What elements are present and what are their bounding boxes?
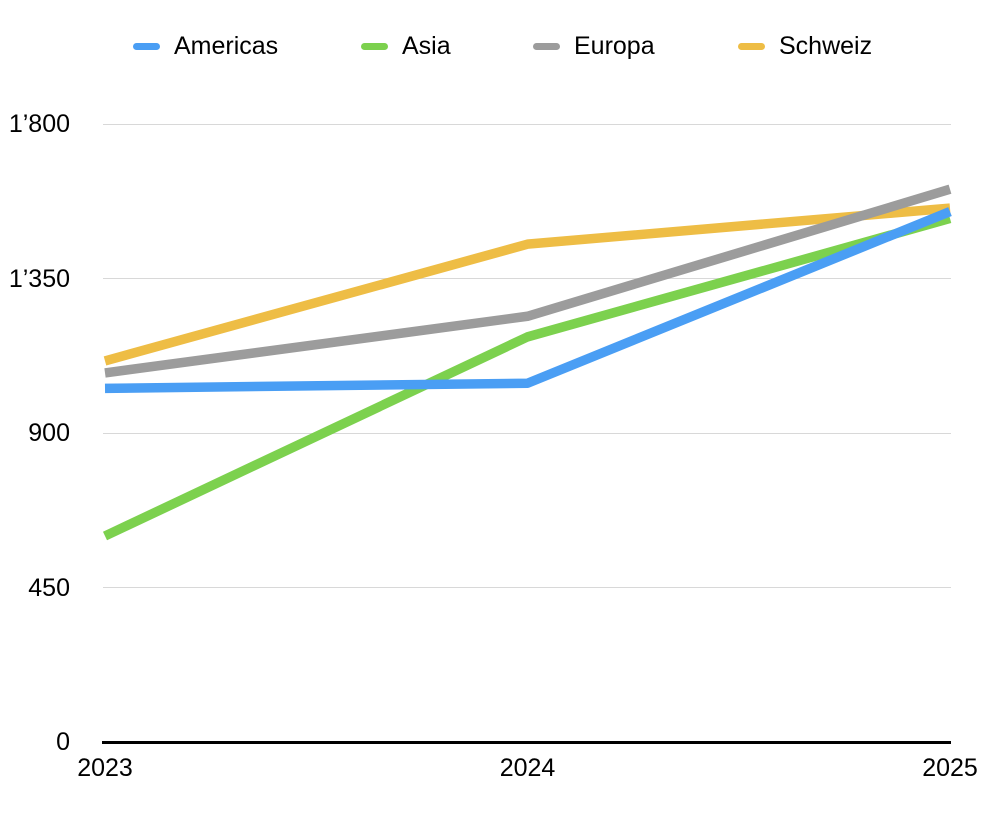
y-tick-label-450: 450	[28, 573, 70, 602]
legend-label-schweiz: Schweiz	[779, 32, 873, 60]
legend-label-europa: Europa	[574, 32, 655, 60]
legend-label-asia: Asia	[402, 32, 451, 60]
x-tick-label-2023: 2023	[77, 754, 133, 782]
legend-swatch-americas	[133, 42, 160, 50]
legend-item-americas: Americas	[133, 33, 278, 59]
series-line-europa	[104, 184, 952, 378]
legend-item-europa: Europa	[533, 33, 655, 59]
gridline-450	[103, 587, 951, 588]
y-tick-label-1800: 1’800	[8, 110, 70, 138]
gridline-1800	[103, 123, 951, 125]
series-line-asia	[102, 213, 952, 541]
x-tick-label-2025: 2025	[922, 754, 978, 782]
x-axis-line	[102, 740, 951, 744]
series-line-americas	[104, 207, 952, 394]
y-tick-label-0: 0	[56, 728, 70, 756]
x-tick-label-2024: 2024	[499, 754, 556, 782]
legend-swatch-asia	[361, 42, 388, 50]
legend-item-asia: Asia	[361, 33, 451, 59]
legend-item-schweiz: Schweiz	[738, 33, 872, 59]
series-line-schweiz	[103, 203, 951, 366]
legend-swatch-schweiz	[738, 42, 765, 50]
legend-swatch-europa	[533, 42, 560, 50]
gridline-900	[103, 432, 951, 434]
y-tick-label-900: 900	[28, 419, 70, 447]
gridline-1350	[103, 278, 951, 279]
legend-label-americas: Americas	[174, 32, 279, 60]
y-tick-label-1350: 1’350	[8, 264, 70, 293]
